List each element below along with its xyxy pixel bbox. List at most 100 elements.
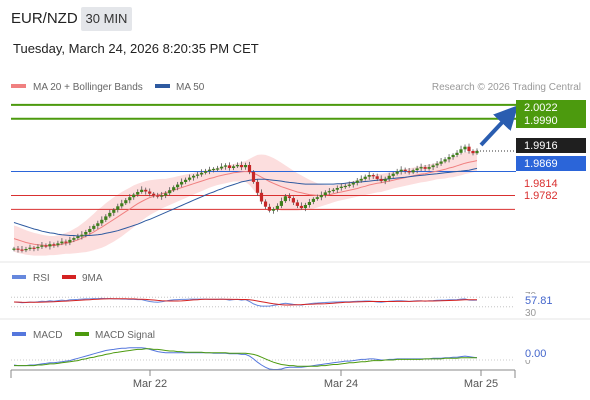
candlesticks xyxy=(12,143,479,253)
current-price-tag: 1.9916 xyxy=(516,138,586,153)
rsi-lines xyxy=(11,296,515,308)
candle-body xyxy=(283,196,287,202)
level-lines xyxy=(11,103,516,210)
candle-body xyxy=(227,165,232,168)
candle-body xyxy=(271,209,275,211)
candle-body xyxy=(104,216,108,220)
candle-body xyxy=(176,184,180,188)
candle-body xyxy=(263,201,268,207)
support2-label: 1.9782 xyxy=(524,190,558,202)
timeframe-badge[interactable]: 30 MIN xyxy=(81,7,132,31)
candle-body xyxy=(124,200,128,204)
macd-value-label: 0.00 xyxy=(525,348,546,360)
candle-body xyxy=(419,167,423,169)
candle-body xyxy=(395,171,399,174)
candle-body xyxy=(56,243,60,246)
candle-body xyxy=(451,154,455,158)
candle-body xyxy=(184,179,188,182)
candle-body xyxy=(307,202,311,205)
candle-body xyxy=(48,244,52,247)
candle-body xyxy=(295,202,299,206)
candle-body xyxy=(331,189,335,192)
macd-value-bg xyxy=(521,347,555,360)
candle-body xyxy=(347,184,351,186)
candle-body xyxy=(459,149,463,153)
candle-body xyxy=(112,209,116,213)
candle-body xyxy=(423,167,427,169)
candle-body xyxy=(371,175,375,177)
rsi-level-30: 30 xyxy=(525,308,537,319)
target-price-tag: 2.0022 1.9990 xyxy=(516,100,586,128)
candle-body xyxy=(327,191,331,193)
candle-body xyxy=(152,193,156,196)
candle-body xyxy=(383,178,387,182)
candle-body xyxy=(144,189,148,192)
candle-body xyxy=(220,166,224,169)
macd-signal-line xyxy=(14,348,477,367)
rsi-value-label: 57.81 xyxy=(525,295,553,307)
macd-zero-level: 0 xyxy=(525,356,531,367)
candle-body xyxy=(427,167,431,169)
candle-body xyxy=(20,249,24,251)
candle-body xyxy=(299,205,303,209)
macd-legend-swatch xyxy=(12,332,26,336)
macd-legend-label: MACD xyxy=(33,330,62,341)
candle-body xyxy=(291,198,295,203)
candle-body xyxy=(323,192,327,195)
candle-body xyxy=(120,203,124,207)
candle-body xyxy=(359,178,363,181)
current-price-label: 1.9916 xyxy=(524,140,558,152)
candle-body xyxy=(108,212,112,217)
macd-line xyxy=(13,347,478,370)
candle-body xyxy=(32,247,36,249)
candle-body xyxy=(379,178,383,182)
candle-body xyxy=(84,232,88,235)
candle-body xyxy=(148,191,152,194)
moving-averages xyxy=(13,160,478,246)
ma50-legend-swatch xyxy=(155,84,170,88)
candle-body xyxy=(387,175,391,179)
candle-body xyxy=(235,165,240,167)
candle-body xyxy=(311,198,315,202)
candle-body xyxy=(247,165,252,172)
candle-body xyxy=(407,171,411,173)
candle-body xyxy=(204,171,208,173)
rsi-value-bg xyxy=(521,294,561,307)
candle-body xyxy=(415,168,419,171)
candle-body xyxy=(52,244,56,246)
candle-body xyxy=(231,166,236,168)
target-top-label: 2.0022 xyxy=(524,102,558,114)
ma50-line xyxy=(13,167,478,237)
candle-body xyxy=(28,247,32,249)
candle-body xyxy=(259,192,264,202)
candle-body xyxy=(188,177,192,180)
candle-body xyxy=(92,225,96,229)
candle-body xyxy=(160,195,164,197)
candle-body xyxy=(443,159,447,162)
candle-body xyxy=(212,168,216,171)
forecast-arrow xyxy=(479,105,519,147)
rsi-ma9-line xyxy=(13,298,477,306)
target-bottom-label: 1.9990 xyxy=(524,115,558,127)
candle-body xyxy=(208,169,212,171)
candle-body xyxy=(164,193,168,196)
candle-body xyxy=(267,206,271,211)
candle-body xyxy=(447,157,451,160)
candle-body xyxy=(367,175,371,177)
copyright-label: Research © 2026 Trading Central xyxy=(432,82,581,93)
candle-body xyxy=(239,165,244,168)
candle-body xyxy=(192,175,196,178)
macd-lines xyxy=(11,347,515,370)
candle-body xyxy=(343,185,347,188)
x-label-mar22: Mar 22 xyxy=(133,378,167,390)
candle-body xyxy=(287,196,291,198)
candle-body xyxy=(375,176,379,179)
candle-body xyxy=(251,171,256,182)
candle-body xyxy=(140,189,144,192)
candle-body xyxy=(431,165,435,168)
ma9-legend-swatch xyxy=(62,275,76,279)
candle-body xyxy=(156,195,160,197)
symbol-title: EUR/NZD xyxy=(11,10,78,27)
candle-body xyxy=(76,236,80,239)
